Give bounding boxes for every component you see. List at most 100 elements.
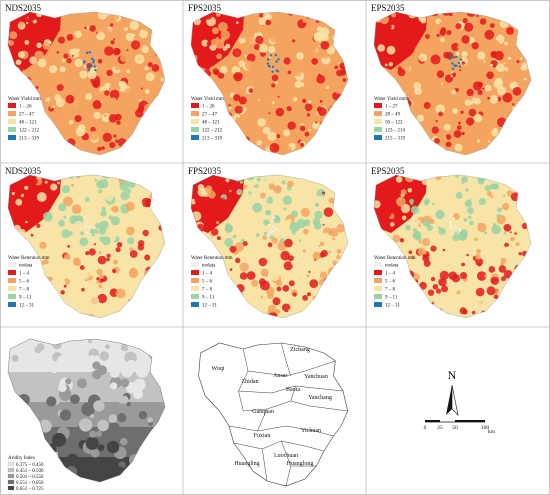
- map-patch: [482, 87, 485, 90]
- map-patch: [465, 188, 469, 192]
- map-patch: [278, 12, 288, 22]
- map-patch: [110, 40, 115, 45]
- map-patch: [74, 249, 82, 257]
- map-patch: [208, 190, 216, 199]
- map-patch: [296, 283, 300, 287]
- map-patch: [503, 194, 506, 198]
- map-patch: [157, 29, 164, 36]
- map-patch: [498, 34, 503, 38]
- map-patch: [459, 307, 467, 315]
- map-patch: [325, 85, 329, 90]
- map-patch: [72, 76, 82, 86]
- map-patch: [389, 82, 392, 85]
- map-patch: [49, 298, 53, 303]
- map-patch: [382, 151, 391, 155]
- map-patch: [517, 23, 520, 26]
- map-patch: [32, 178, 38, 185]
- map-patch: [70, 300, 73, 304]
- map-patch: [471, 310, 476, 315]
- map-patch: [212, 68, 219, 75]
- map-patch: [503, 62, 506, 65]
- map-patch: [191, 146, 197, 155]
- map-patch: [342, 275, 348, 285]
- map-patch: [41, 260, 47, 265]
- map-patch: [476, 249, 481, 254]
- legend-swatch: [191, 262, 199, 267]
- map-patch: [138, 240, 145, 247]
- legend-label: 123 – 214: [385, 129, 406, 134]
- map-patch: [470, 268, 478, 276]
- map-patch: [157, 339, 165, 350]
- map-patch: [343, 57, 347, 61]
- map-patch: [109, 367, 120, 378]
- map-patch: [253, 222, 258, 228]
- north-arrow: [446, 385, 452, 415]
- map-patch: [333, 266, 342, 276]
- map-patch: [62, 310, 72, 318]
- map-patch: [374, 71, 385, 81]
- map-patch: [142, 127, 146, 131]
- county-label: Huanglong: [287, 461, 314, 467]
- map-patch: [202, 179, 210, 186]
- map-patch: [236, 309, 241, 314]
- map-patch: [427, 289, 435, 296]
- map-patch: [38, 287, 42, 292]
- map-patch: [282, 276, 288, 283]
- map-patch: [271, 219, 274, 222]
- map-patch: [137, 225, 143, 231]
- map-patch: [396, 197, 406, 207]
- map-patch: [328, 137, 334, 143]
- map-patch: [255, 35, 264, 44]
- map-patch: [154, 47, 165, 58]
- map-patch: [14, 339, 23, 342]
- map-patch: [191, 211, 202, 221]
- map-patch: [328, 197, 336, 204]
- map-patch: [442, 248, 446, 252]
- map-patch: [74, 220, 83, 230]
- map-patch: [268, 112, 271, 115]
- legend-label: 48 – 121: [202, 121, 220, 126]
- map-patch: [521, 211, 530, 220]
- map-patch: [319, 271, 328, 279]
- map-patch: [15, 15, 18, 18]
- map-patch: [272, 216, 275, 219]
- map-patch: [496, 304, 502, 309]
- map-patch: [113, 38, 116, 41]
- map-patch: [232, 48, 242, 58]
- map-patch: [230, 312, 239, 318]
- county-border: [243, 400, 348, 412]
- map-patch: [157, 175, 165, 183]
- map-patch: [101, 236, 111, 246]
- legend-label: 215 – 319: [385, 137, 406, 142]
- map-patch: [125, 32, 135, 42]
- map-patch: [93, 111, 101, 120]
- map-patch: [116, 175, 123, 179]
- legend-title: Aridity Index: [8, 456, 36, 461]
- map-patch: [65, 466, 78, 479]
- map-patch: [84, 197, 90, 202]
- map-patch: [155, 110, 159, 114]
- map-patch: [511, 84, 516, 89]
- map-patch: [12, 363, 19, 371]
- map-patch: [50, 183, 58, 191]
- map-patch: [316, 72, 319, 75]
- map-patch: [83, 60, 86, 63]
- map-patch: [194, 198, 199, 203]
- map-patch: [284, 238, 293, 248]
- map-patch: [217, 197, 227, 208]
- map-patch: [441, 285, 448, 293]
- map-patch: [231, 116, 236, 121]
- map-patch: [276, 286, 282, 292]
- map-patch: [239, 33, 246, 39]
- map-patch: [374, 200, 381, 209]
- map-patch: [415, 74, 422, 81]
- map-patch: [501, 32, 505, 36]
- map-patch: [251, 179, 258, 186]
- map-patch: [443, 123, 451, 131]
- map-patch: [504, 66, 509, 72]
- map-patch: [42, 291, 48, 298]
- map-patch: [399, 238, 405, 243]
- map-patch: [315, 121, 318, 124]
- county-border: [228, 425, 334, 437]
- map-patch: [129, 250, 138, 258]
